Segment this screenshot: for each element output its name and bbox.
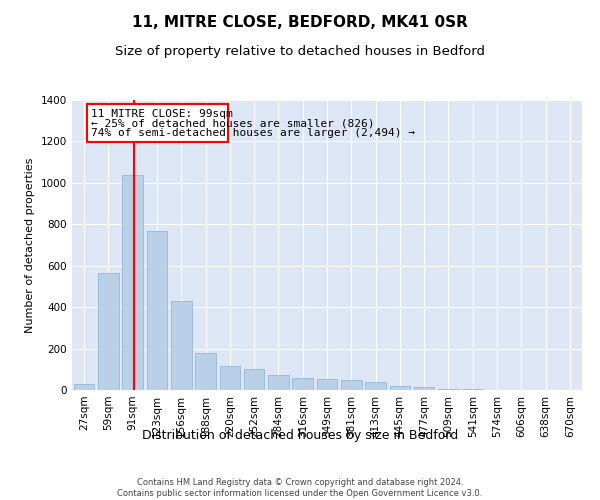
Bar <box>244 370 265 390</box>
Y-axis label: Number of detached properties: Number of detached properties <box>25 158 35 332</box>
Text: ← 25% of detached houses are smaller (826): ← 25% of detached houses are smaller (82… <box>91 118 374 128</box>
Bar <box>74 384 94 390</box>
Text: 11 MITRE CLOSE: 99sqm: 11 MITRE CLOSE: 99sqm <box>91 108 232 118</box>
Text: 11, MITRE CLOSE, BEDFORD, MK41 0SR: 11, MITRE CLOSE, BEDFORD, MK41 0SR <box>132 15 468 30</box>
Bar <box>414 388 434 390</box>
Bar <box>146 230 167 390</box>
Bar <box>122 174 143 390</box>
Text: Distribution of detached houses by size in Bedford: Distribution of detached houses by size … <box>142 428 458 442</box>
Bar <box>365 382 386 390</box>
Bar <box>389 386 410 390</box>
Bar <box>171 301 191 390</box>
Bar <box>268 375 289 390</box>
Text: Size of property relative to detached houses in Bedford: Size of property relative to detached ho… <box>115 45 485 58</box>
Bar <box>87 104 228 142</box>
Bar <box>317 378 337 390</box>
Text: 74% of semi-detached houses are larger (2,494) →: 74% of semi-detached houses are larger (… <box>91 128 415 138</box>
Bar <box>220 366 240 390</box>
Text: Contains HM Land Registry data © Crown copyright and database right 2024.
Contai: Contains HM Land Registry data © Crown c… <box>118 478 482 498</box>
Bar <box>292 378 313 390</box>
Bar <box>341 380 362 390</box>
Bar <box>438 389 459 390</box>
Bar <box>195 353 216 390</box>
Bar <box>98 273 119 390</box>
